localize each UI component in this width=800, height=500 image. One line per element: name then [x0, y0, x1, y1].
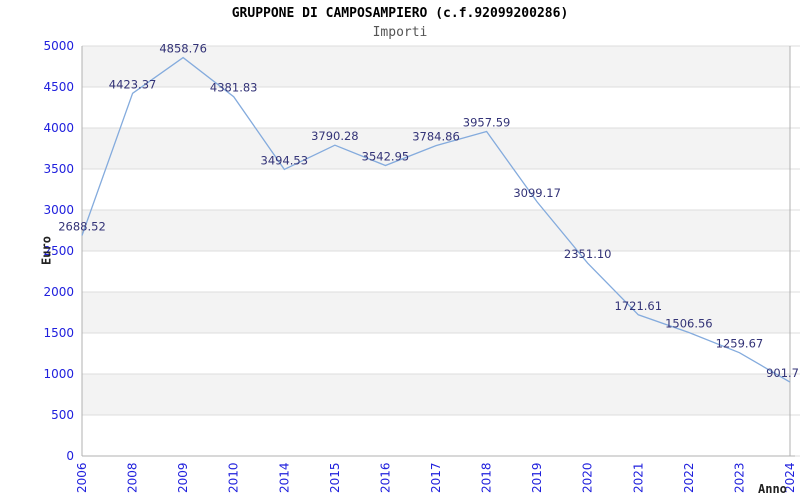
plot-band	[82, 46, 790, 87]
y-tick-label: 3500	[43, 162, 74, 176]
y-tick-label: 5000	[43, 39, 74, 53]
point-label: 1721.61	[615, 299, 663, 313]
y-tick-label: 2000	[43, 285, 74, 299]
y-axis-title: Euro	[39, 236, 54, 265]
point-label: 2688.52	[58, 220, 106, 234]
x-tick-label: 2014	[277, 462, 291, 493]
x-tick-label: 2015	[328, 462, 342, 493]
point-label: 3542.95	[362, 149, 410, 163]
x-tick-label: 2017	[429, 462, 443, 493]
chart-subtitle: Importi	[372, 25, 428, 40]
point-label: 4858.76	[159, 42, 207, 56]
x-tick-label: 2024	[783, 462, 797, 493]
point-label: 4381.83	[210, 81, 258, 95]
chart-title: GRUPPONE DI CAMPOSAMPIERO (c.f.920992002…	[231, 6, 569, 21]
y-tick-label: 4000	[43, 121, 74, 135]
plot-band	[82, 128, 790, 169]
y-tick-label: 500	[51, 408, 74, 422]
point-label: 1259.67	[716, 337, 764, 351]
point-label: 3494.53	[261, 153, 309, 167]
x-tick-label: 2006	[75, 462, 89, 493]
point-label: 4423.37	[109, 77, 157, 91]
point-label: 2351.10	[564, 247, 612, 261]
x-tick-label: 2023	[732, 462, 746, 493]
point-label: 3957.59	[463, 115, 511, 129]
y-tick-label: 0	[66, 449, 74, 463]
x-tick-label: 2016	[378, 462, 392, 493]
y-tick-label: 1000	[43, 367, 74, 381]
x-tick-label: 2008	[126, 462, 140, 493]
x-tick-label: 2010	[227, 462, 241, 493]
y-tick-label: 2500	[43, 244, 74, 258]
x-tick-label: 2020	[581, 462, 595, 493]
x-tick-label: 2009	[176, 462, 190, 493]
y-tick-label: 3000	[43, 203, 74, 217]
y-tick-label: 1500	[43, 326, 74, 340]
x-tick-label: 2022	[682, 462, 696, 493]
x-tick-label: 2019	[530, 462, 544, 493]
point-label: 3099.17	[513, 186, 561, 200]
point-label: 901.7	[766, 366, 799, 380]
x-axis-title: Anno	[758, 482, 787, 496]
data-line	[81, 56, 791, 383]
point-label: 3790.28	[311, 129, 359, 143]
point-label: 3784.86	[412, 130, 460, 144]
plot-band	[82, 374, 790, 415]
plot-band	[82, 210, 790, 251]
x-tick-label: 2018	[480, 462, 494, 493]
x-tick-label: 2021	[631, 462, 645, 493]
point-label: 1506.56	[665, 316, 713, 330]
y-tick-label: 4500	[43, 80, 74, 94]
